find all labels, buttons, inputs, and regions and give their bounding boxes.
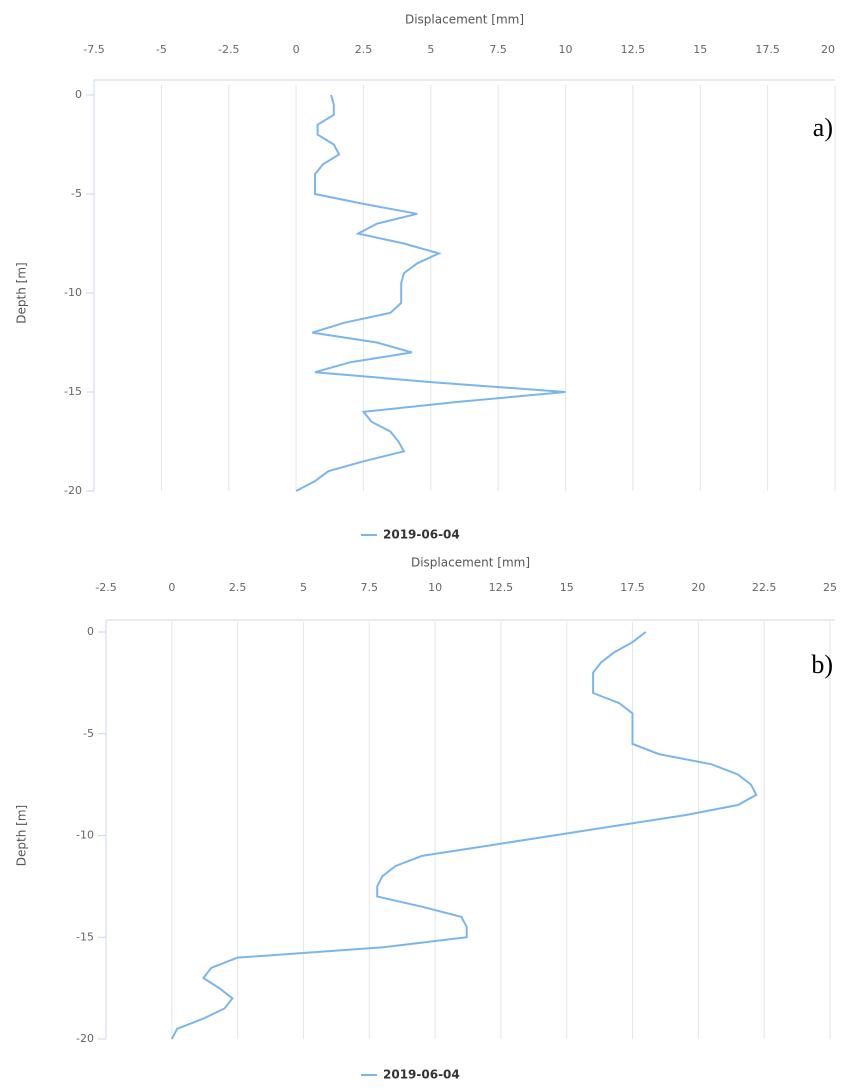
- annotation: b): [811, 650, 833, 679]
- y-tick-label: 0: [75, 88, 82, 101]
- x-tick-label: 7.5: [361, 581, 379, 594]
- y-axis-label: Depth [m]: [15, 262, 29, 323]
- x-tick-label: 10: [428, 581, 442, 594]
- x-axis-label: Displacement [mm]: [411, 556, 530, 570]
- x-tick-label: 15: [560, 581, 574, 594]
- x-tick-label: -7.5: [83, 43, 104, 56]
- x-tick-label: 17.5: [620, 581, 645, 594]
- x-tick-label: -5: [156, 43, 167, 56]
- x-tick-label: 20: [821, 43, 835, 56]
- x-tick-label: 15: [693, 43, 707, 56]
- x-tick-label: -2.5: [95, 581, 116, 594]
- x-tick-label: 2.5: [229, 581, 247, 594]
- x-tick-label: 7.5: [489, 43, 507, 56]
- legend-label: 2019-06-04: [383, 528, 460, 542]
- y-tick-label: -5: [71, 187, 82, 200]
- x-tick-label: 20: [691, 581, 705, 594]
- series-line: [295, 94, 566, 492]
- x-tick-label: 12.5: [489, 581, 514, 594]
- y-tick-label: -5: [83, 727, 94, 740]
- x-tick-label: 0: [293, 43, 300, 56]
- x-tick-label: 25: [823, 581, 837, 594]
- y-axis-label: Depth [m]: [15, 805, 29, 866]
- x-tick-label: 5: [427, 43, 434, 56]
- x-tick-label: 22.5: [752, 581, 777, 594]
- x-axis-label: Displacement [mm]: [405, 13, 524, 27]
- annotation: a): [813, 113, 833, 142]
- x-tick-label: 17.5: [755, 43, 780, 56]
- y-tick-label: 0: [87, 625, 94, 638]
- series-line: [170, 631, 758, 1040]
- x-tick-label: 0: [168, 581, 175, 594]
- x-tick-label: 2.5: [355, 43, 373, 56]
- x-tick-label: 12.5: [621, 43, 646, 56]
- y-tick-label: -20: [76, 1032, 94, 1045]
- y-tick-label: -20: [64, 484, 82, 497]
- y-tick-label: -15: [64, 385, 82, 398]
- y-tick-label: -10: [64, 286, 82, 299]
- legend-label: 2019-06-04: [383, 1068, 460, 1082]
- x-tick-label: 10: [559, 43, 573, 56]
- x-tick-label: 5: [300, 581, 307, 594]
- x-tick-label: -2.5: [218, 43, 239, 56]
- y-tick-label: -15: [76, 930, 94, 943]
- y-tick-label: -10: [76, 829, 94, 842]
